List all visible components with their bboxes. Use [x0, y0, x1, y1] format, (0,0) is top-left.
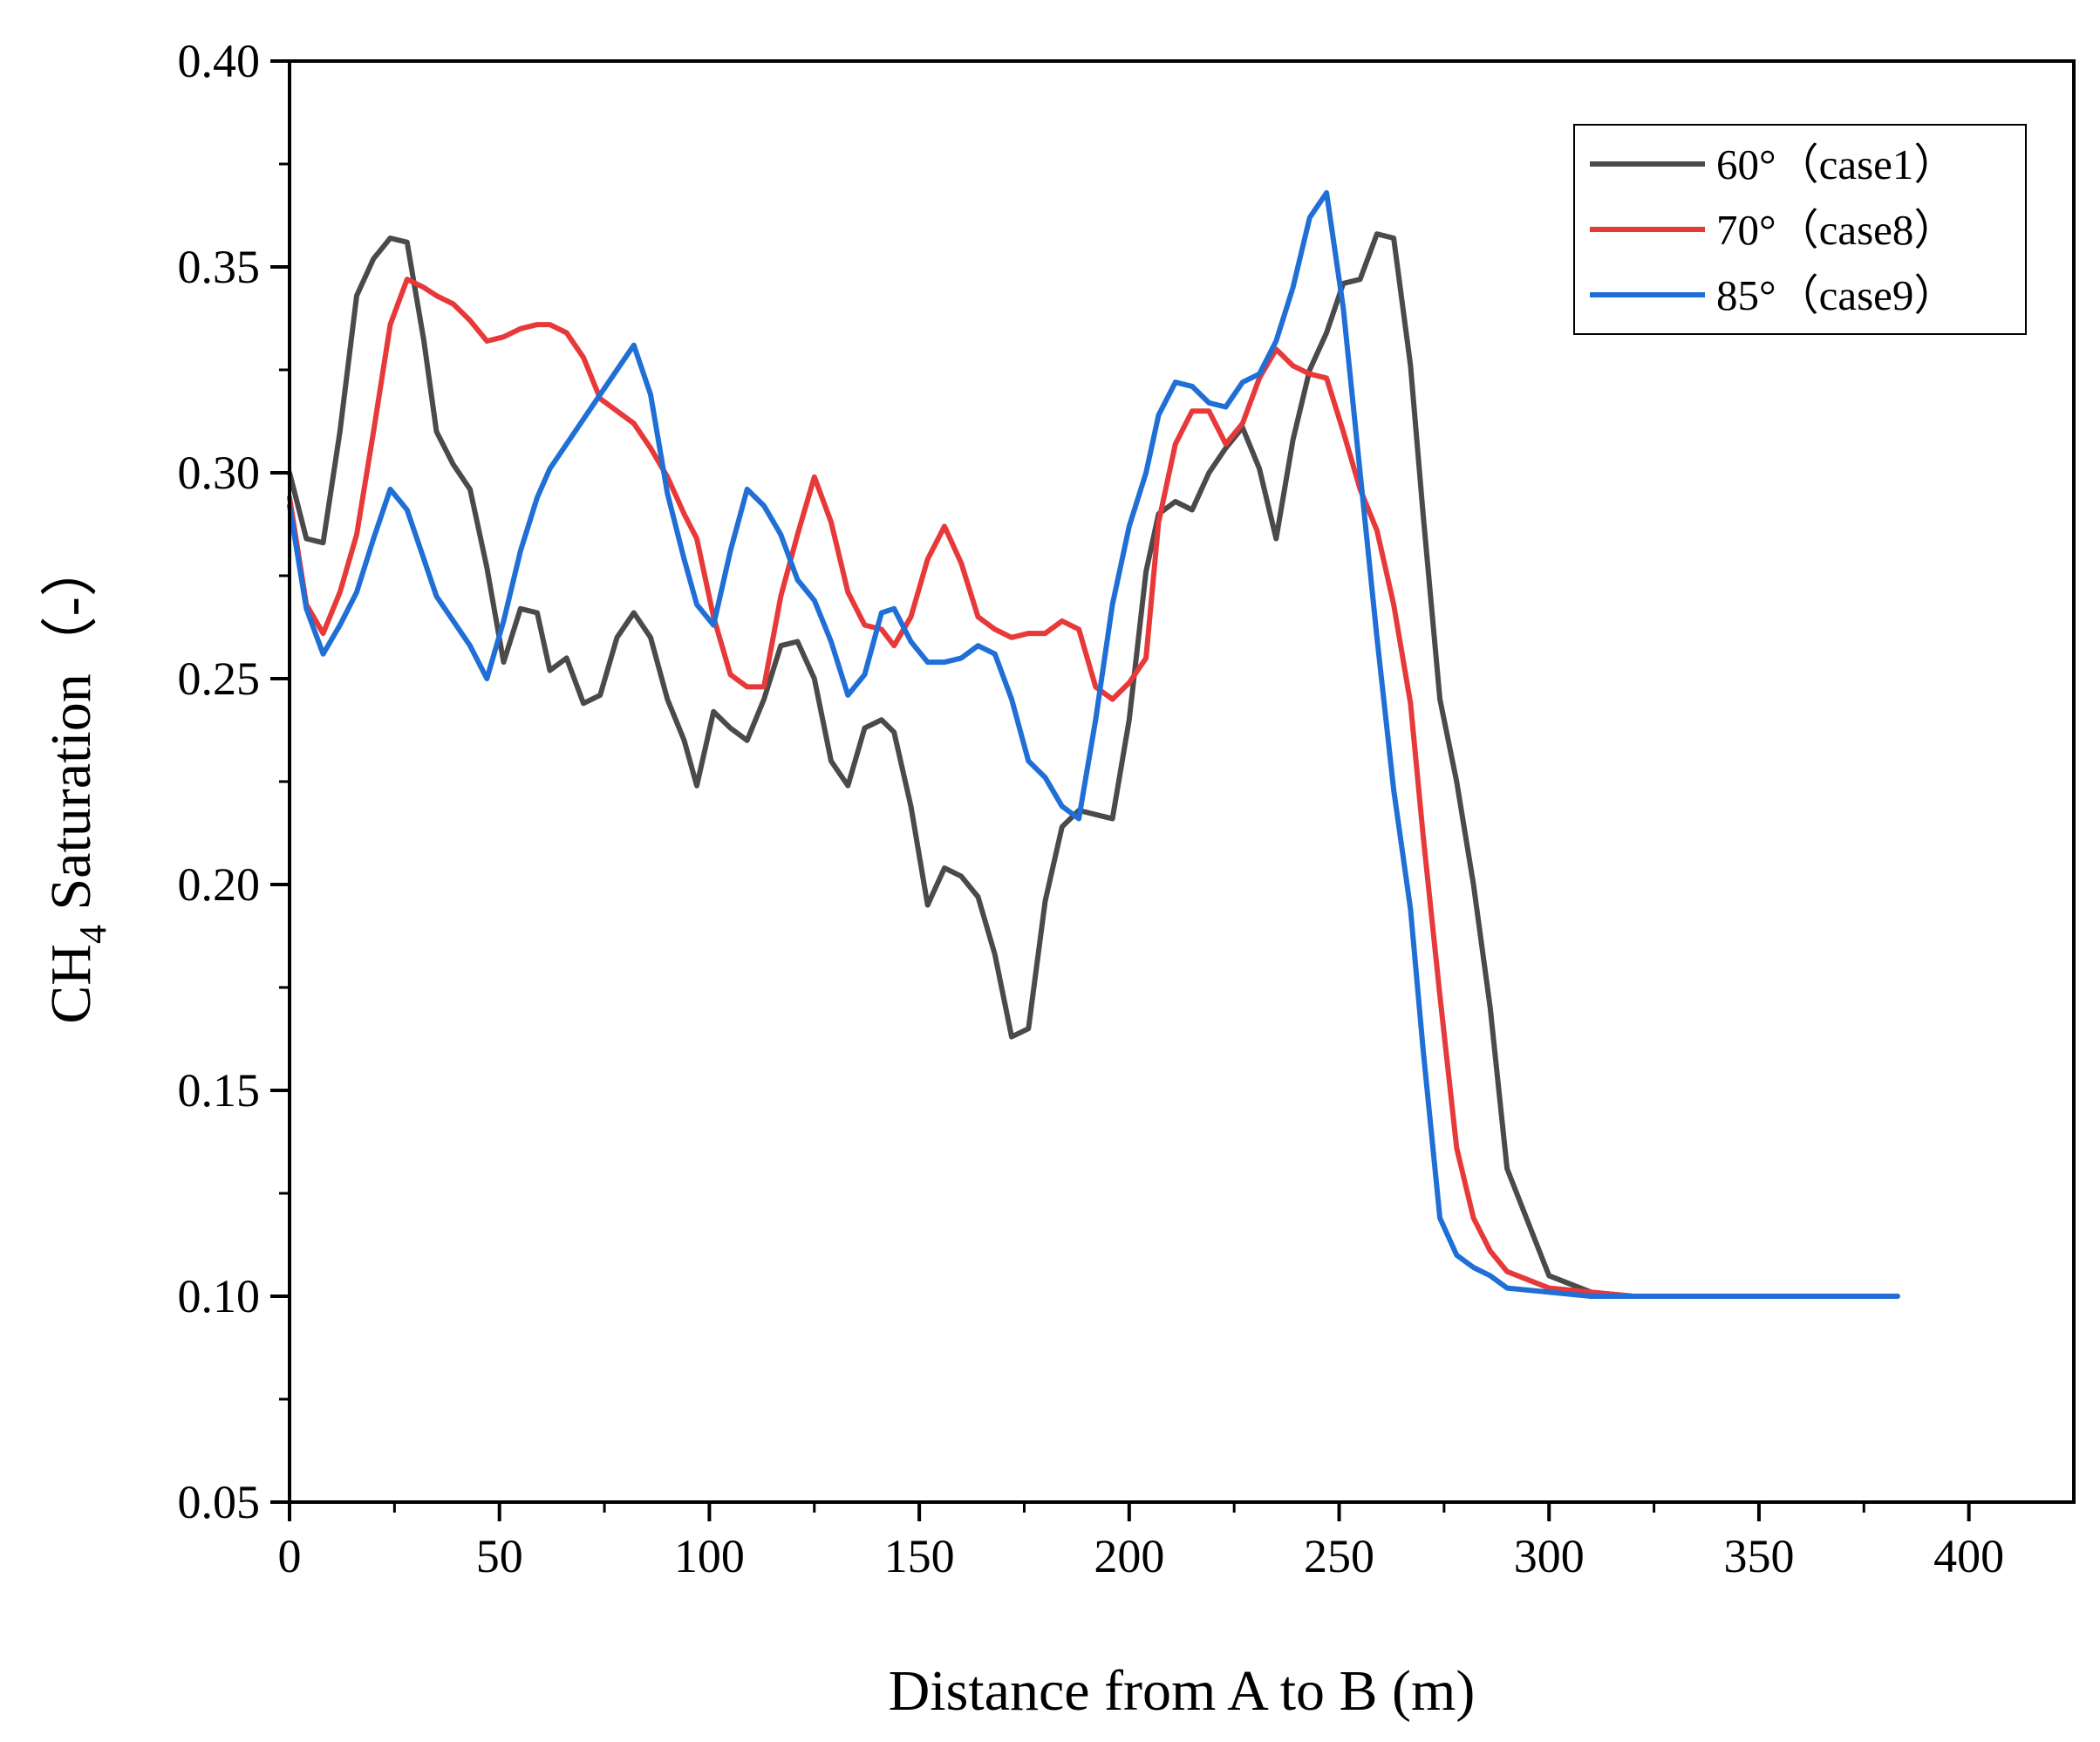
x-tick-label: 0 [278, 1530, 302, 1582]
x-tick-label: 400 [1933, 1530, 2004, 1582]
legend-label-2: 70°（case8） [1716, 206, 1956, 254]
x-tick-label: 250 [1304, 1530, 1374, 1582]
series-group [287, 190, 1900, 1299]
x-tick-label: 100 [674, 1530, 745, 1582]
y-axis-title-main: CH [39, 944, 103, 1024]
y-axis-title-rest: Saturation（-） [39, 539, 103, 925]
y-axis-title-subscript: 4 [72, 925, 114, 944]
legend-label-3: 85°（case9） [1716, 271, 1956, 319]
y-tick-label: 0.35 [178, 241, 261, 293]
y-tick-label: 0.10 [178, 1270, 261, 1322]
x-tick-label: 200 [1094, 1530, 1164, 1582]
x-tick-label: 50 [476, 1530, 523, 1582]
legend-label-1: 60°（case1） [1716, 140, 1956, 188]
x-axis-title: Distance from A to B (m) [889, 1659, 1476, 1723]
legend: 60°（case1） 70°（case8） 85°（case9） [1573, 124, 2027, 335]
y-tick-label: 0.40 [178, 35, 261, 87]
x-axis: 0 50 100 150 200 250 300 350 400 [278, 1502, 2004, 1582]
y-tick-label: 0.25 [178, 652, 261, 705]
x-tick-label: 150 [884, 1530, 955, 1582]
series-line-2 [287, 277, 1900, 1299]
y-tick-label: 0.20 [178, 858, 261, 911]
x-tick-label: 300 [1514, 1530, 1585, 1582]
x-tick-label: 350 [1723, 1530, 1794, 1582]
y-axis: 0.05 0.10 0.15 0.20 0.25 0.30 0.35 0.40 [178, 35, 290, 1528]
y-tick-label: 0.30 [178, 447, 261, 499]
y-tick-label: 0.15 [178, 1064, 261, 1117]
series-line-3 [287, 190, 1900, 1299]
y-axis-title: CH4 Saturation（-） [39, 539, 114, 1023]
y-tick-label: 0.05 [178, 1476, 261, 1528]
series-line-1 [287, 231, 1900, 1299]
